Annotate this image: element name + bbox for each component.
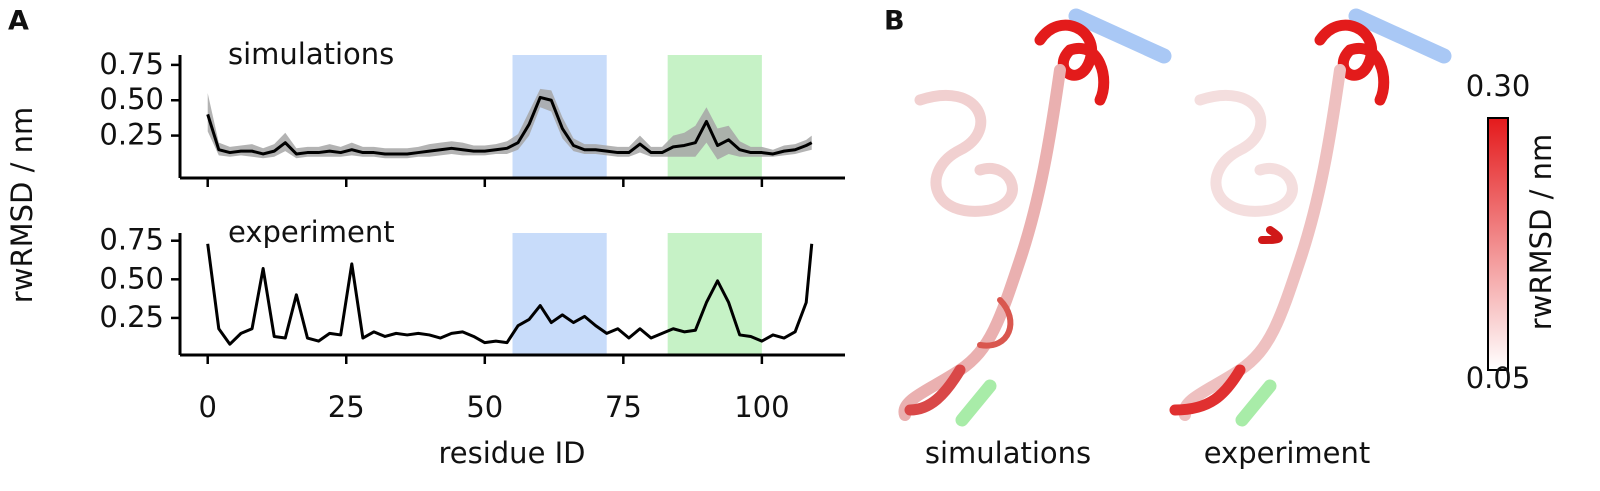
- colorbar: [1487, 117, 1509, 371]
- subplot-title: experiment: [228, 215, 395, 249]
- region-marker: [955, 379, 997, 427]
- region-marker: [1235, 379, 1277, 427]
- colorbar-label: rwRMSD / nm: [1524, 134, 1558, 330]
- x-tick-label: 100: [734, 390, 789, 424]
- y-tick-label: 0.25: [99, 300, 164, 334]
- y-tick-label: 0.75: [99, 47, 164, 81]
- backbone: [1034, 19, 1110, 106]
- backbone: [1169, 364, 1246, 416]
- panel-label: A: [8, 6, 29, 37]
- colorbar-tick-label: 0.30: [1466, 69, 1531, 103]
- backbone: [914, 89, 1018, 217]
- backbone: [1258, 226, 1283, 244]
- backbone: [898, 64, 1066, 421]
- structure-caption: simulations: [925, 436, 1091, 470]
- structure-experiment: [1169, 19, 1390, 421]
- panel-label: B: [884, 6, 905, 37]
- x-tick-label: 25: [328, 390, 365, 424]
- data-line: [206, 243, 814, 346]
- y-tick-label: 0.25: [99, 118, 164, 152]
- y-tick-label: 0.50: [99, 82, 164, 116]
- structure-caption: experiment: [1204, 436, 1371, 470]
- highlight-span: [667, 55, 762, 178]
- backbone: [1178, 64, 1346, 421]
- x-tick-label: 75: [605, 390, 642, 424]
- protein-structures: [898, 8, 1452, 427]
- data-line: [206, 95, 813, 156]
- backbone: [1194, 89, 1298, 217]
- x-tick-label: 50: [466, 390, 503, 424]
- y-tick-label: 0.75: [99, 223, 164, 257]
- backbone: [1314, 19, 1390, 106]
- backbone: [977, 297, 1014, 349]
- colorbar-tick-label: 0.05: [1466, 361, 1531, 395]
- structure-simulations: [898, 19, 1110, 421]
- highlight-span: [512, 233, 607, 355]
- x-axis-label: residue ID: [438, 436, 585, 470]
- backbone: [904, 364, 966, 416]
- x-tick-label: 0: [198, 390, 216, 424]
- subplot-title: simulations: [228, 37, 394, 71]
- y-tick-label: 0.50: [99, 261, 164, 295]
- y-axis-label: rwRMSD / nm: [5, 107, 39, 303]
- region-marker: [1348, 8, 1452, 64]
- region-marker: [1068, 8, 1172, 64]
